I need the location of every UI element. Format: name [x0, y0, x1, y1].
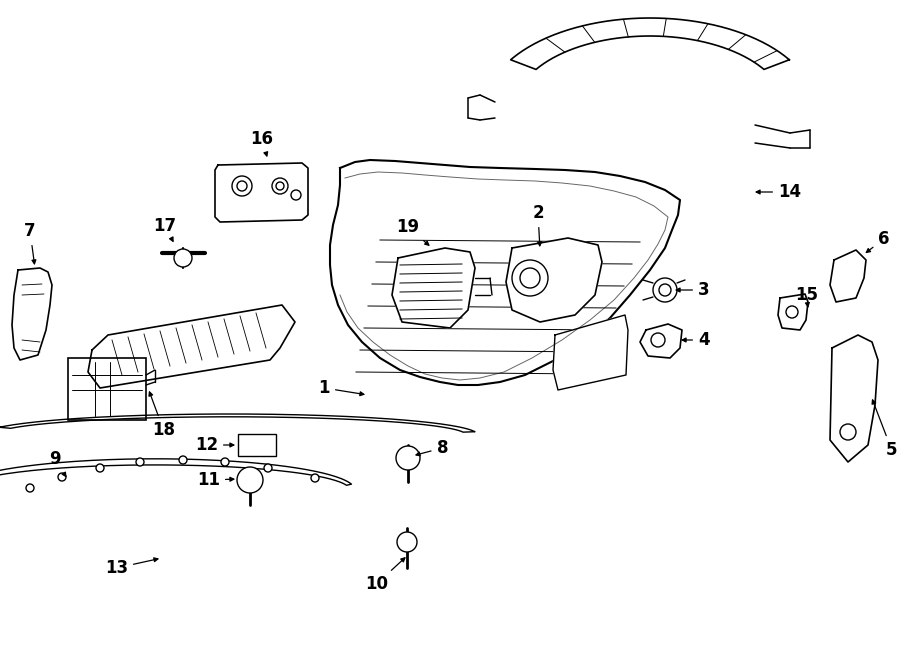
Circle shape	[237, 181, 247, 191]
Circle shape	[136, 458, 144, 466]
Circle shape	[276, 182, 284, 190]
Circle shape	[520, 268, 540, 288]
Circle shape	[840, 424, 856, 440]
Text: 11: 11	[197, 471, 234, 489]
Text: 1: 1	[319, 379, 364, 397]
Polygon shape	[830, 250, 866, 302]
Polygon shape	[553, 315, 628, 390]
Polygon shape	[510, 18, 789, 69]
Circle shape	[786, 306, 798, 318]
Circle shape	[179, 456, 187, 464]
Polygon shape	[778, 294, 808, 330]
Circle shape	[291, 190, 301, 200]
Circle shape	[96, 464, 104, 472]
Text: 17: 17	[153, 217, 176, 241]
Polygon shape	[215, 163, 308, 222]
Polygon shape	[640, 324, 682, 358]
Circle shape	[397, 532, 417, 552]
Circle shape	[659, 284, 671, 296]
Circle shape	[264, 464, 272, 472]
Text: 12: 12	[195, 436, 234, 454]
Polygon shape	[830, 335, 878, 462]
Polygon shape	[0, 414, 475, 432]
Text: 13: 13	[105, 558, 158, 577]
Text: 3: 3	[676, 281, 709, 299]
Text: 18: 18	[149, 392, 175, 439]
Text: 9: 9	[50, 450, 66, 477]
Bar	[68, 358, 146, 420]
Circle shape	[651, 333, 665, 347]
Text: 5: 5	[872, 400, 897, 459]
Text: 15: 15	[795, 286, 818, 307]
Polygon shape	[88, 305, 295, 388]
Circle shape	[221, 458, 229, 466]
Circle shape	[58, 473, 66, 481]
Polygon shape	[12, 268, 52, 360]
Circle shape	[174, 249, 192, 267]
Circle shape	[26, 484, 34, 492]
Circle shape	[311, 474, 319, 482]
Polygon shape	[506, 238, 602, 322]
Text: 10: 10	[365, 558, 405, 593]
Polygon shape	[0, 459, 352, 485]
Text: 14: 14	[756, 183, 801, 201]
Text: 19: 19	[396, 218, 429, 245]
Text: 7: 7	[24, 222, 36, 264]
Circle shape	[237, 467, 263, 493]
Circle shape	[232, 176, 252, 196]
Text: 8: 8	[416, 439, 448, 457]
Polygon shape	[330, 160, 680, 385]
Text: 4: 4	[682, 331, 709, 349]
Circle shape	[653, 278, 677, 302]
Text: 16: 16	[250, 130, 274, 156]
Circle shape	[272, 178, 288, 194]
Text: 2: 2	[532, 204, 544, 246]
Circle shape	[396, 446, 420, 470]
Bar	[238, 434, 276, 456]
Text: 6: 6	[867, 230, 889, 253]
Polygon shape	[392, 248, 475, 328]
Circle shape	[512, 260, 548, 296]
